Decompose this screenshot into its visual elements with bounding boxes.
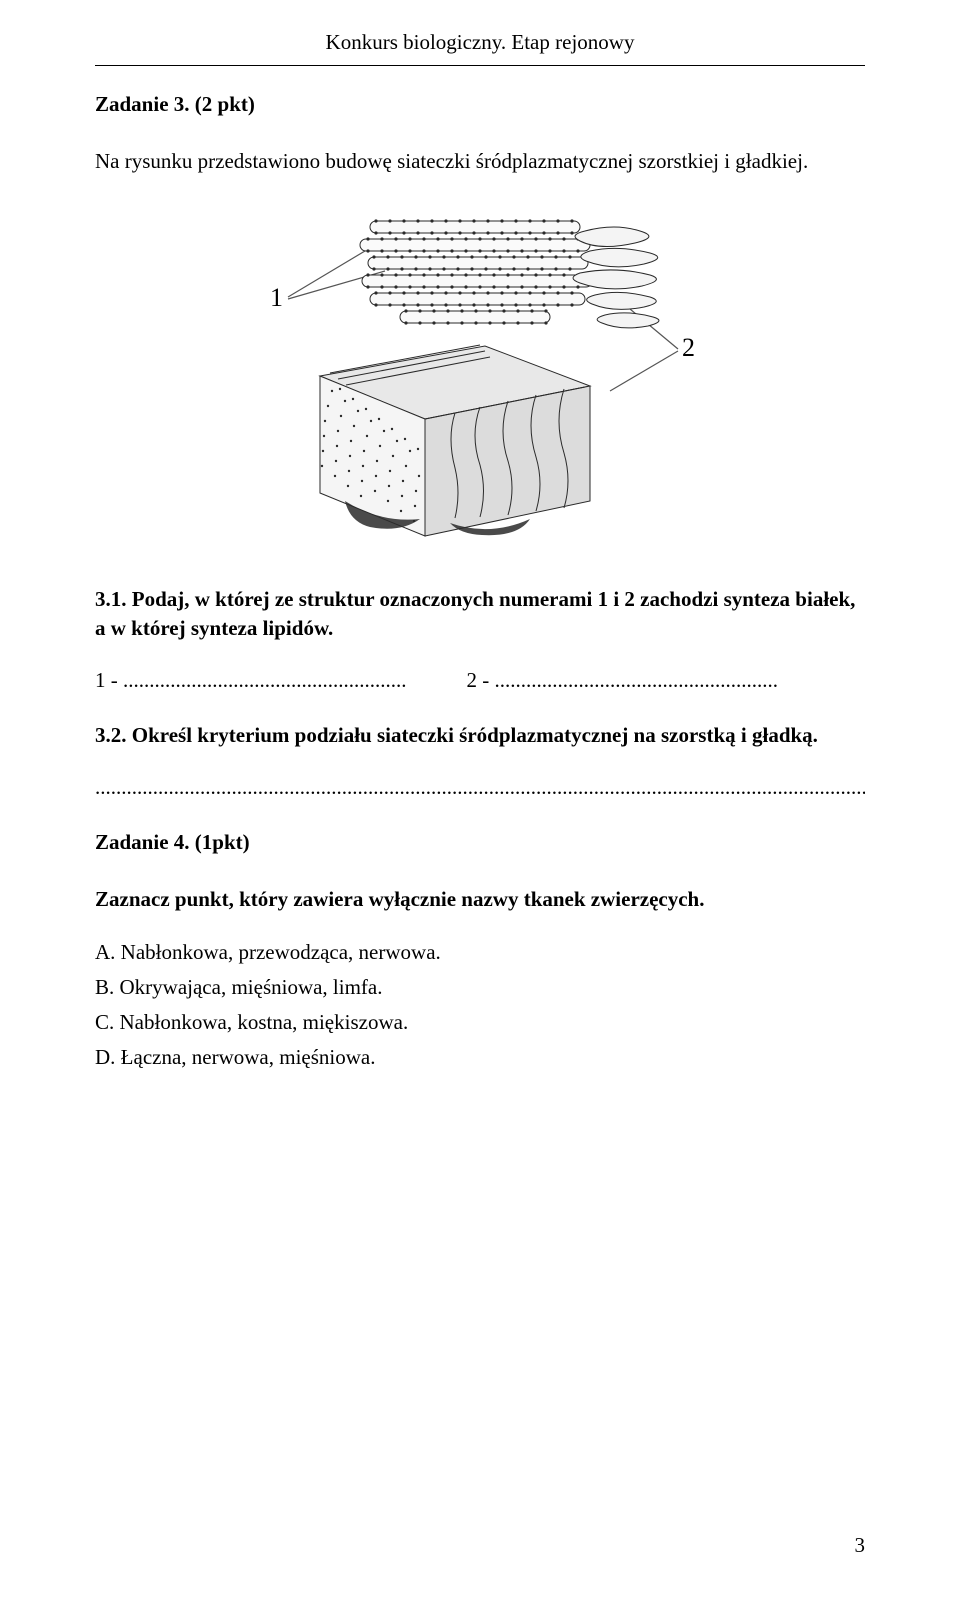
long-fill-line[interactable]: ........................................… bbox=[95, 775, 865, 800]
page-number: 3 bbox=[855, 1533, 866, 1558]
er-diagram: 1 2 bbox=[250, 201, 710, 551]
smooth-er-top bbox=[573, 227, 659, 328]
figure-label-2: 2 bbox=[682, 333, 695, 362]
task3-title: Zadanie 3. (2 pkt) bbox=[95, 92, 865, 117]
option-b[interactable]: B. Okrywająca, mięśniowa, limfa. bbox=[95, 975, 865, 1000]
task4-prompt: Zaznacz punkt, który zawiera wyłącznie n… bbox=[95, 885, 865, 913]
task3-intro: Na rysunku przedstawiono budowę siateczk… bbox=[95, 147, 865, 175]
task3-sub2: 3.2. Określ kryterium podziału siateczki… bbox=[95, 721, 865, 749]
page-header: Konkurs biologiczny. Etap rejonowy bbox=[95, 30, 865, 55]
er-diagram-svg: 1 2 bbox=[250, 201, 710, 551]
option-a[interactable]: A. Nabłonkowa, przewodząca, nerwowa. bbox=[95, 940, 865, 965]
rough-er bbox=[360, 220, 592, 325]
figure-label-1: 1 bbox=[270, 283, 283, 312]
fill-in-row: 1 - ....................................… bbox=[95, 668, 865, 693]
option-c[interactable]: C. Nabłonkowa, kostna, miękiszowa. bbox=[95, 1010, 865, 1035]
lower-block bbox=[320, 345, 590, 536]
task4-title: Zadanie 4. (1pkt) bbox=[95, 830, 865, 855]
header-divider bbox=[95, 65, 865, 66]
task3-sub1: 3.1. Podaj, w której ze struktur oznaczo… bbox=[95, 585, 865, 642]
option-d[interactable]: D. Łączna, nerwowa, mięśniowa. bbox=[95, 1045, 865, 1070]
fill-1[interactable]: 1 - ....................................… bbox=[95, 668, 407, 693]
figure-container: 1 2 bbox=[95, 201, 865, 551]
fill-2[interactable]: 2 - ....................................… bbox=[467, 668, 779, 693]
